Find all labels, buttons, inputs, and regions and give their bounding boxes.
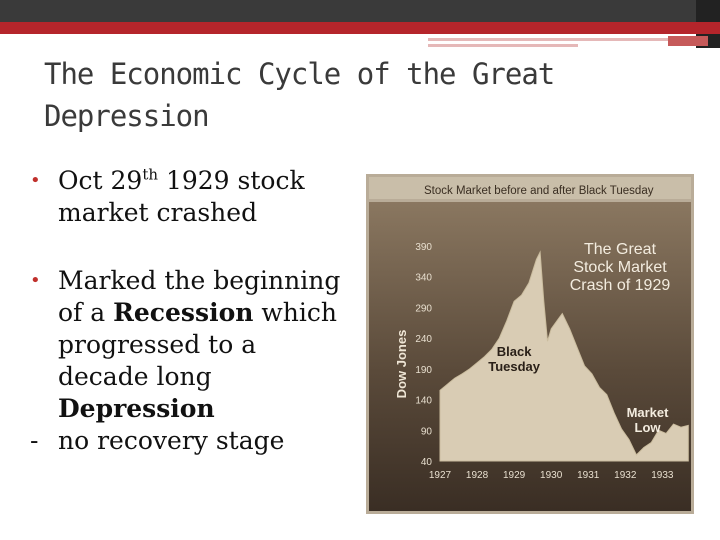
x-ticks: 1927 1928 1929 1930 1931 1932 1933 <box>429 470 674 481</box>
x-tick-label: 1927 <box>429 470 452 481</box>
y-tick-label: 190 <box>415 365 432 376</box>
bullet-item: • Marked the beginning of a Recession wh… <box>30 265 350 425</box>
stock-chart: Stock Market before and after Black Tues… <box>366 174 694 514</box>
bullet-text: which progressed to a decade long <box>58 298 337 391</box>
accent-line <box>668 36 708 46</box>
sub-bullet: - no recovery stage <box>30 425 350 457</box>
y-tick-label: 340 <box>415 273 432 284</box>
y-tick-label: 390 <box>415 242 432 253</box>
annotation-label: Low <box>635 420 662 435</box>
series-area <box>439 250 689 462</box>
dash-marker: - <box>30 426 39 455</box>
y-axis-label: Dow Jones <box>394 330 409 399</box>
bullet-bold-text: Recession <box>113 298 254 327</box>
x-tick-label: 1933 <box>651 470 674 481</box>
y-tick-label: 40 <box>421 457 433 468</box>
chart-heading-line: The Great <box>584 241 657 258</box>
x-tick-label: 1929 <box>503 470 526 481</box>
annotation-label: Market <box>627 405 670 420</box>
x-tick-label: 1931 <box>577 470 600 481</box>
bullet-bold-text: Depression <box>58 394 215 423</box>
accent-line <box>428 44 578 47</box>
chart-heading-line: Stock Market <box>573 259 667 276</box>
bullet-item: • Oct 29th 1929 stock market crashed <box>30 165 350 229</box>
chart-title-bar <box>369 177 691 199</box>
y-ticks: 390 340 290 240 190 140 90 40 <box>415 242 432 468</box>
annotation-label: Black <box>497 344 532 359</box>
bullet-marker: • <box>30 270 41 291</box>
bullet-text: Marked the beginning of a <box>58 266 341 327</box>
x-tick-label: 1930 <box>540 470 563 481</box>
chart-title: Stock Market before and after Black Tues… <box>424 185 654 197</box>
y-tick-label: 290 <box>415 303 432 314</box>
sub-bullet-text: no recovery stage <box>58 426 285 455</box>
y-tick-label: 140 <box>415 396 432 407</box>
bullet-superscript: th <box>142 165 159 184</box>
bullet-text: 1929 stock market crashed <box>58 166 305 227</box>
chart-svg: Stock Market before and after Black Tues… <box>366 174 694 514</box>
bullet-text: Oct 29 <box>58 166 143 195</box>
accent-line <box>428 38 668 41</box>
bullet-list: • Oct 29th 1929 stock market crashed • M… <box>30 165 350 457</box>
chart-heading-line: Crash of 1929 <box>570 277 671 294</box>
y-tick-label: 240 <box>415 334 432 345</box>
top-bar <box>0 0 720 22</box>
y-tick-label: 90 <box>421 426 433 437</box>
red-accent-bar <box>0 22 720 34</box>
x-tick-label: 1932 <box>614 470 637 481</box>
bullet-marker: • <box>30 170 41 191</box>
x-tick-label: 1928 <box>466 470 489 481</box>
slide-title: The Economic Cycle of the Great Depressi… <box>44 57 555 133</box>
annotation-label: Tuesday <box>488 359 541 374</box>
